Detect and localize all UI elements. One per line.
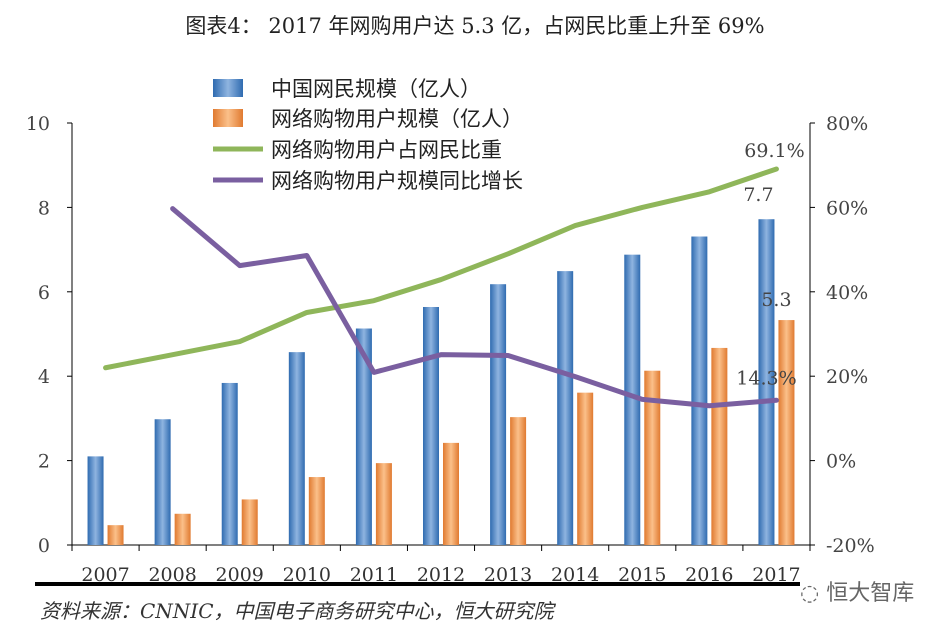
x-tick-label: 2014 [551,564,599,586]
right-tick-label: 0% [826,451,856,473]
x-tick-label: 2017 [752,564,800,586]
data-label: 7.7 [743,184,773,206]
right-tick-label: 20% [826,366,868,388]
bar-netizens [221,382,238,545]
right-tick-label: -20% [826,535,875,557]
bar-netizens [758,219,775,545]
x-tick-label: 2009 [216,564,264,586]
line-growth [170,206,779,409]
x-tick-label: 2012 [417,564,465,586]
x-tick-label: 2015 [618,564,666,586]
bar-online-shoppers [241,499,258,545]
bar-online-shoppers [174,513,191,545]
source-note: 资料来源：CNNIC，中国电子商务研究中心，恒大研究院 [40,599,554,623]
data-label: 5.3 [761,289,791,311]
chart-title: 图表4： 2017 年网购用户达 5.3 亿，占网民比重上升至 69% [185,14,765,38]
x-tick-label: 2008 [148,564,196,586]
bar-netizens [154,419,171,545]
bar-netizens [557,271,574,545]
bar-netizens [355,328,372,545]
bar-online-shoppers [443,442,459,545]
left-tick-label: 4 [38,366,50,388]
legend-swatch [213,109,243,127]
bar-netizens [624,254,641,545]
watermark-logo: ◌ 恒大智库 [800,581,915,606]
data-label: 69.1% [744,140,804,162]
left-tick-label: 2 [38,451,50,473]
x-tick-label: 2013 [484,564,532,586]
bar-online-shoppers [107,525,124,545]
x-tick-label: 2007 [81,564,129,586]
bar-online-shoppers [308,477,325,545]
bar-netizens [288,352,305,545]
x-tick-label: 2011 [350,564,398,586]
left-tick-label: 8 [38,197,50,219]
bar-online-shoppers [577,392,594,545]
bar-online-shoppers [375,463,392,545]
bar-netizens [691,236,708,545]
legend-label: 网络购物用户占网民比重 [271,138,502,162]
x-tick-label: 2016 [685,564,733,586]
line-share [103,166,779,371]
data-label: 14.3% [736,367,796,389]
legend-label: 网络购物用户规模（亿人） [271,107,523,131]
bar-online-shoppers [644,370,661,545]
legend-swatch [213,79,243,97]
bar-online-shoppers [778,320,795,545]
x-tick-label: 2010 [283,564,331,586]
bar-netizens [423,306,439,545]
bar-online-shoppers [711,347,728,545]
left-tick-label: 0 [38,535,50,557]
bar-online-shoppers [510,417,527,545]
right-tick-label: 80% [826,113,868,135]
legend-label: 网络购物用户规模同比增长 [271,169,523,193]
left-tick-label: 6 [38,282,50,304]
legend-label: 中国网民规模（亿人） [271,77,481,101]
right-tick-label: 40% [826,282,868,304]
watermark-text: 恒大智库 [826,581,915,606]
bar-netizens [87,456,104,545]
bar-netizens [490,284,507,545]
right-tick-label: 60% [826,197,868,219]
left-tick-label: 10 [26,113,50,135]
